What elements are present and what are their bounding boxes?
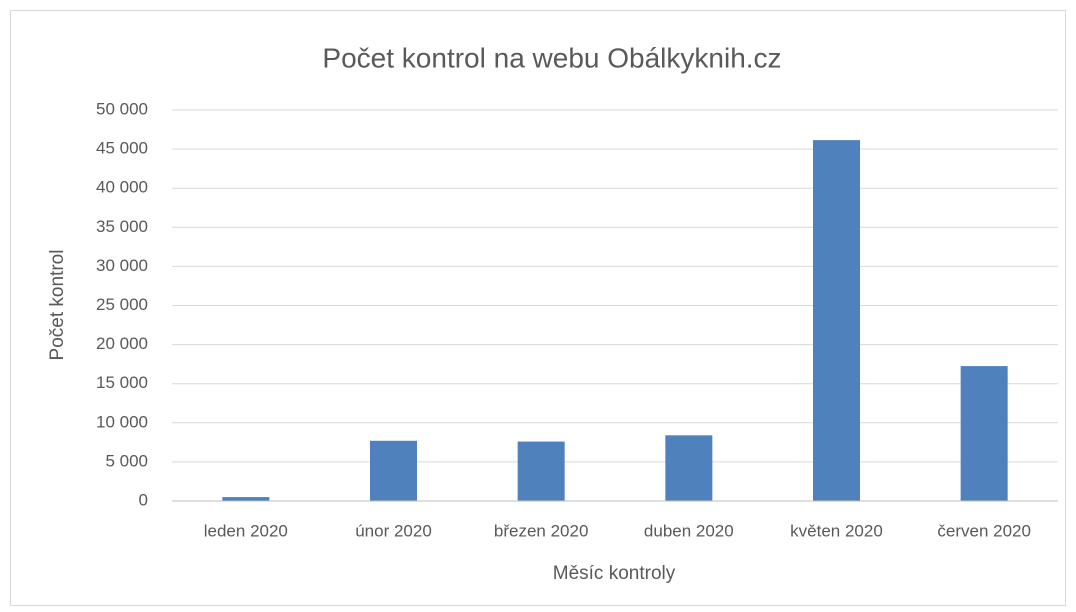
y-axis-label: Počet kontrol xyxy=(47,250,68,361)
y-tick-label: 45 000 xyxy=(96,139,148,158)
y-tick-label: 50 000 xyxy=(96,99,148,118)
y-tick-label: 40 000 xyxy=(96,178,148,197)
chart-border xyxy=(10,10,1066,606)
y-tick-label: 30 000 xyxy=(96,256,148,275)
x-tick-label: duben 2020 xyxy=(644,521,734,540)
y-tick-label: 20 000 xyxy=(96,334,148,353)
bar xyxy=(517,441,565,501)
x-tick-label: červen 2020 xyxy=(937,521,1031,540)
y-tick-label: 35 000 xyxy=(96,217,148,236)
x-tick-label: leden 2020 xyxy=(204,521,288,540)
y-tick-label: 10 000 xyxy=(96,412,148,431)
x-axis-label: Měsíc kontroly xyxy=(553,563,676,584)
y-tick-label: 25 000 xyxy=(96,295,148,314)
x-tick-label: březen 2020 xyxy=(494,521,589,540)
bar xyxy=(222,497,270,501)
x-tick-label: květen 2020 xyxy=(790,521,883,540)
bar xyxy=(813,140,860,501)
bar xyxy=(665,435,713,501)
bar xyxy=(370,440,417,501)
bar xyxy=(960,366,1008,501)
x-tick-label: únor 2020 xyxy=(355,521,432,540)
y-tick-label: 5 000 xyxy=(105,451,148,470)
chart-title: Počet kontrol na webu Obálkyknih.cz xyxy=(322,42,781,73)
y-tick-label: 15 000 xyxy=(96,373,148,392)
y-tick-label: 0 xyxy=(139,490,148,509)
